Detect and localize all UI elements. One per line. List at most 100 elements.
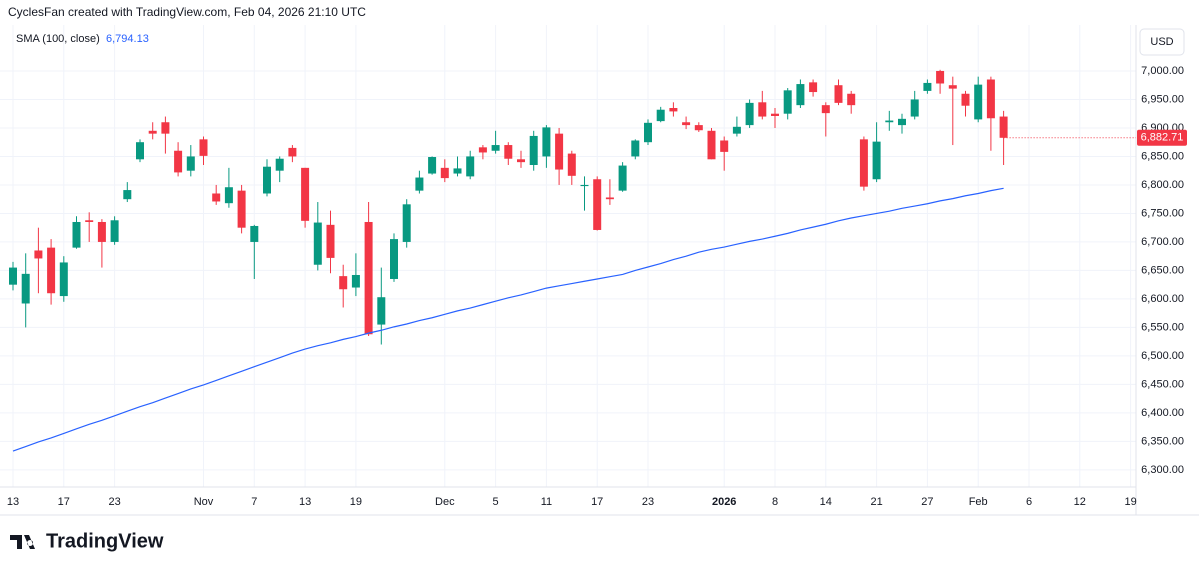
candle-body	[669, 108, 678, 112]
candle-body	[783, 90, 792, 114]
candle-body	[326, 224, 335, 258]
candle-body	[110, 220, 119, 242]
indicator-name: SMA (100, close)	[16, 33, 100, 45]
candle-body	[21, 273, 30, 304]
candle-body	[212, 193, 221, 202]
x-tick-label: 12	[1074, 496, 1086, 508]
x-tick-label: 13	[299, 496, 311, 508]
x-tick-label: 2026	[712, 496, 736, 508]
candle-body	[390, 239, 398, 279]
candle-body	[834, 85, 843, 103]
candle-body	[644, 122, 652, 143]
candle-body	[85, 220, 94, 222]
candle-body	[364, 221, 373, 335]
y-tick-label: 6,450.00	[1141, 378, 1184, 390]
candle-body	[910, 99, 919, 117]
x-tick-label: Feb	[969, 496, 988, 508]
logo-icon	[10, 535, 35, 549]
candle-body	[72, 221, 81, 248]
y-tick-label: 6,550.00	[1141, 321, 1184, 333]
candle-body	[555, 133, 564, 170]
candle-body	[250, 225, 259, 242]
candle-body	[859, 139, 868, 187]
candle-body	[682, 122, 691, 126]
y-tick-label: 6,950.00	[1141, 93, 1184, 105]
candle-body	[821, 105, 830, 114]
y-tick-label: 6,600.00	[1141, 293, 1184, 305]
candle-body	[847, 93, 856, 106]
candle-body	[885, 120, 894, 123]
candle-body	[186, 156, 195, 171]
candle-body	[720, 140, 729, 152]
candle-body	[948, 85, 957, 89]
x-tick-label: 13	[7, 496, 19, 508]
candle-body	[999, 116, 1008, 138]
candle-body	[771, 113, 779, 116]
candle-body	[123, 190, 132, 200]
currency[interactable]: USD	[1150, 36, 1173, 48]
y-tick-label: 6,700.00	[1141, 236, 1184, 248]
header: CyclesFan created with TradingView.com, …	[8, 5, 366, 19]
candle-body	[263, 166, 271, 194]
candle-body	[402, 204, 411, 242]
candle-body	[136, 142, 144, 160]
candle-body	[732, 126, 741, 134]
x-tick-label: 23	[108, 496, 120, 508]
candle-body	[288, 147, 297, 157]
y-tick-label: 6,650.00	[1141, 264, 1184, 276]
candle-body	[758, 102, 767, 117]
x-tick-label: 27	[921, 496, 933, 508]
candle-body	[301, 167, 310, 221]
currency-button[interactable]	[1139, 28, 1185, 56]
candle-body	[517, 159, 525, 163]
candle-body	[872, 141, 881, 180]
logo-text: TradingView	[46, 530, 164, 552]
candle-body	[631, 140, 640, 157]
candle-body	[974, 84, 983, 120]
candle-body	[224, 187, 233, 204]
x-tick-label: 17	[58, 496, 70, 508]
candle-body	[809, 82, 818, 93]
candle-body	[618, 165, 627, 191]
x-tick-label: 19	[1124, 496, 1136, 508]
last-price-label: 6,882.71	[1141, 132, 1184, 144]
candle-body	[923, 82, 932, 91]
candle-body	[275, 158, 284, 171]
candle-body	[174, 150, 183, 173]
candle-body	[694, 125, 703, 131]
candle-body	[199, 139, 208, 156]
x-tick-label: 11	[541, 496, 552, 508]
x-tick-label: 23	[642, 496, 654, 508]
y-tick-label: 6,850.00	[1141, 150, 1184, 162]
x-tick-label: Nov	[194, 496, 214, 508]
x-tick-label: 8	[772, 496, 778, 508]
candle-body	[415, 177, 424, 191]
y-tick-label: 6,350.00	[1141, 435, 1184, 447]
candle-body	[59, 262, 68, 297]
candle-body	[656, 109, 665, 122]
x-tick-label: 5	[493, 496, 499, 508]
candle-body	[453, 168, 462, 174]
candle-body	[961, 93, 970, 106]
candle-body	[504, 145, 513, 159]
candle-body	[313, 222, 322, 265]
logo: TradingView	[10, 530, 164, 552]
candle-body	[237, 190, 246, 228]
candle-body	[580, 184, 589, 187]
y-tick-label: 6,500.00	[1141, 350, 1184, 362]
candle-body	[936, 70, 945, 84]
candle-body	[491, 145, 500, 151]
x-tick-label: Dec	[435, 496, 455, 508]
candle-body	[161, 122, 170, 134]
candle-body	[351, 274, 360, 288]
candle-body	[542, 127, 551, 157]
x-tick-label: 19	[350, 496, 362, 508]
candle-body	[796, 84, 805, 106]
candle-body	[707, 130, 716, 160]
candle-body	[529, 135, 538, 165]
x-tick-label: 6	[1026, 496, 1032, 508]
last-price-box	[1137, 129, 1187, 146]
y-tick-label: 6,800.00	[1141, 179, 1184, 191]
indicator-value: 6,794.13	[106, 33, 149, 45]
